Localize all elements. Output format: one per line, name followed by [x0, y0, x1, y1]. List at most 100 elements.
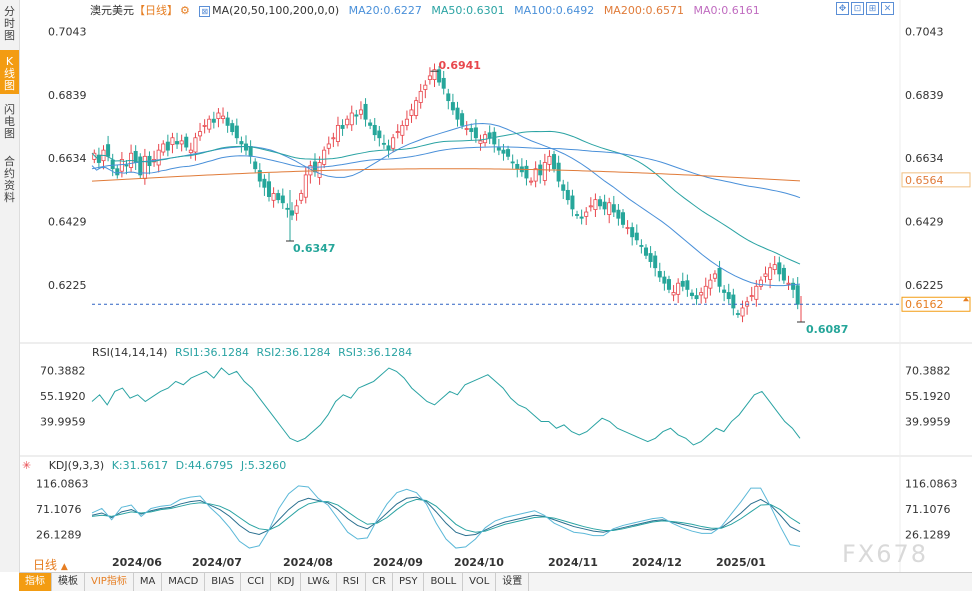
indicator-button-14[interactable]: 设置	[496, 573, 530, 591]
indicator-button-7[interactable]: KDJ	[271, 573, 302, 591]
indicator-button-3[interactable]: MA	[134, 573, 163, 591]
candle-body	[96, 154, 101, 163]
indicator-button-2[interactable]: VIP指标	[85, 573, 134, 591]
tab-timeshare[interactable]: 分时图	[4, 5, 15, 42]
shrink-icon[interactable]: ⊡	[851, 2, 864, 15]
candle-body	[666, 279, 671, 290]
grid-icon[interactable]: ⊞	[866, 2, 879, 15]
x-tick-label: 2024/10	[454, 556, 504, 569]
candle-body	[299, 193, 304, 201]
tab-flash[interactable]: 闪电图	[4, 103, 15, 140]
candle-body	[657, 271, 662, 278]
ma100-line	[91, 146, 801, 199]
candle-body	[331, 137, 336, 140]
x-tick-label: 2024/12	[632, 556, 682, 569]
rsi-label: RSI(14,14,14)	[92, 346, 168, 359]
chart-canvas[interactable]: 0.7043 0.7043 0.6839 0.6839 0.6634 0.6634 0.64…	[0, 0, 972, 572]
x-tick-label: 2025/01	[716, 556, 766, 569]
indicator-button-12[interactable]: BOLL	[424, 573, 464, 591]
candle-body	[266, 181, 272, 197]
close-icon[interactable]: ✕	[881, 2, 894, 15]
candle-body	[294, 205, 299, 214]
x-tick-label: 2024/07	[192, 556, 242, 569]
indicator-button-6[interactable]: CCI	[241, 573, 272, 591]
candle-body	[289, 210, 294, 216]
indicator-button-8[interactable]: LW&	[301, 573, 337, 591]
candle-body	[170, 137, 175, 145]
candle-body	[552, 154, 557, 170]
candle-body	[184, 136, 189, 148]
candle-body	[335, 124, 340, 142]
indicator-button-5[interactable]: BIAS	[205, 573, 242, 591]
ma-label: MA(20,50,100,200,0,0)	[212, 4, 340, 17]
indicator-button-11[interactable]: PSY	[393, 573, 425, 591]
candle-body	[786, 282, 791, 285]
rsi-tick-left: 55.1920	[40, 390, 86, 403]
rsi2-value: RSI2:36.1284	[256, 346, 331, 359]
candle-body	[368, 122, 373, 126]
gear-icon[interactable]: ⚙	[180, 4, 190, 17]
candle-body	[464, 128, 469, 130]
candle-body	[372, 124, 377, 136]
candle-body	[345, 118, 350, 126]
expand-icon[interactable]: ✥	[836, 2, 849, 15]
candle-body	[230, 123, 235, 132]
indicator-button-1[interactable]: 模板	[52, 573, 85, 591]
candle-body	[680, 280, 685, 287]
candle-body	[276, 193, 281, 201]
candle-body	[740, 307, 745, 317]
candle-body	[611, 204, 616, 213]
candle-body	[460, 113, 465, 126]
period-label: 日线	[33, 558, 58, 572]
candle-body	[758, 279, 763, 287]
ma50-line	[91, 130, 801, 265]
candle-body	[455, 107, 460, 120]
ma50-value: MA50:0.6301	[431, 4, 505, 17]
candle-body	[138, 156, 143, 176]
low-recent-annotation: 0.6087	[806, 323, 848, 336]
x-tick-label: 2024/09	[373, 556, 423, 569]
settings-icon[interactable]: ✳	[22, 459, 32, 472]
candle-body	[607, 202, 612, 215]
candle-body	[772, 264, 777, 270]
triangle-up-icon: ▲	[60, 562, 68, 572]
candle-body	[685, 280, 690, 290]
candle-body	[253, 161, 258, 170]
x-tick-label: 2024/11	[548, 556, 598, 569]
candle-body	[556, 162, 561, 182]
candle-body	[414, 100, 419, 116]
candle-body	[363, 103, 368, 120]
candle-body	[565, 189, 570, 201]
candle-body	[588, 205, 593, 208]
indicator-button-9[interactable]: RSI	[337, 573, 367, 591]
candle-body	[418, 90, 423, 103]
y-tick-label-right: 0.6225	[905, 279, 944, 292]
candle-body	[575, 214, 580, 216]
candle-body	[634, 232, 639, 241]
candle-body	[175, 141, 180, 145]
symbol-label: 澳元美元	[90, 4, 134, 17]
tab-contract-info[interactable]: 合约资料	[4, 155, 15, 204]
indicator-button-10[interactable]: CR	[366, 573, 393, 591]
candle-body	[221, 115, 226, 119]
watermark: FX678	[842, 540, 929, 568]
ma0-value: MA0:0.6161	[693, 4, 760, 17]
indicator-icon[interactable]: ⊠	[199, 6, 211, 17]
candle-body	[257, 170, 262, 182]
candle-body	[735, 313, 740, 315]
candle-body	[547, 155, 552, 165]
candle-body	[510, 161, 515, 164]
candle-body	[712, 273, 717, 279]
y-tick-label-left: 0.6429	[48, 216, 87, 229]
candle-body	[446, 93, 451, 102]
indicator-button-0[interactable]: 指标	[19, 573, 52, 591]
price-arrow-icon	[963, 297, 969, 302]
indicator-button-13[interactable]: VOL	[463, 573, 497, 591]
kdj-tick-right: 116.0863	[905, 478, 958, 491]
kdj-tick-left: 26.1289	[36, 528, 82, 541]
candle-body	[202, 124, 207, 127]
period-selector[interactable]: 日线 ▲	[19, 556, 89, 572]
candle-body	[620, 212, 626, 225]
indicator-button-4[interactable]: MACD	[162, 573, 206, 591]
